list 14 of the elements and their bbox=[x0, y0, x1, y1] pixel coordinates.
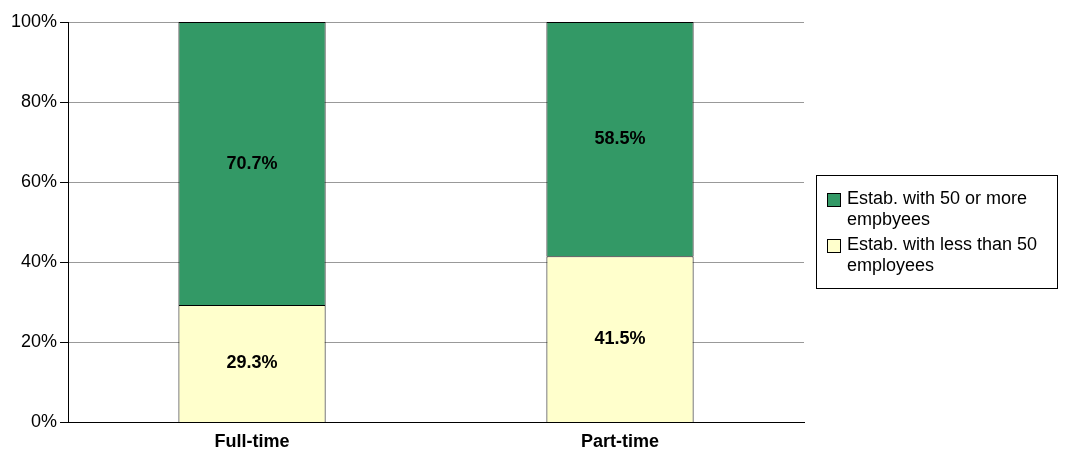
y-tick-label: 100% bbox=[10, 10, 58, 31]
data-label: 41.5% bbox=[594, 328, 646, 349]
legend-label: Estab. with 50 or more empbyees bbox=[847, 188, 1029, 230]
data-label: 70.7% bbox=[226, 152, 278, 173]
y-tick-label: 80% bbox=[21, 91, 58, 112]
x-tick-label: Full-time bbox=[214, 431, 290, 452]
y-tick-label: 0% bbox=[31, 411, 58, 432]
data-label: 29.3% bbox=[226, 352, 278, 373]
y-tick-label: 60% bbox=[21, 171, 58, 192]
x-tick-label: Part-time bbox=[580, 431, 660, 452]
data-label: 58.5% bbox=[594, 128, 646, 149]
legend-label: Estab. with less than 50 employees bbox=[847, 234, 1039, 276]
y-tick-label: 20% bbox=[21, 331, 58, 352]
y-tick-label: 40% bbox=[21, 251, 58, 272]
